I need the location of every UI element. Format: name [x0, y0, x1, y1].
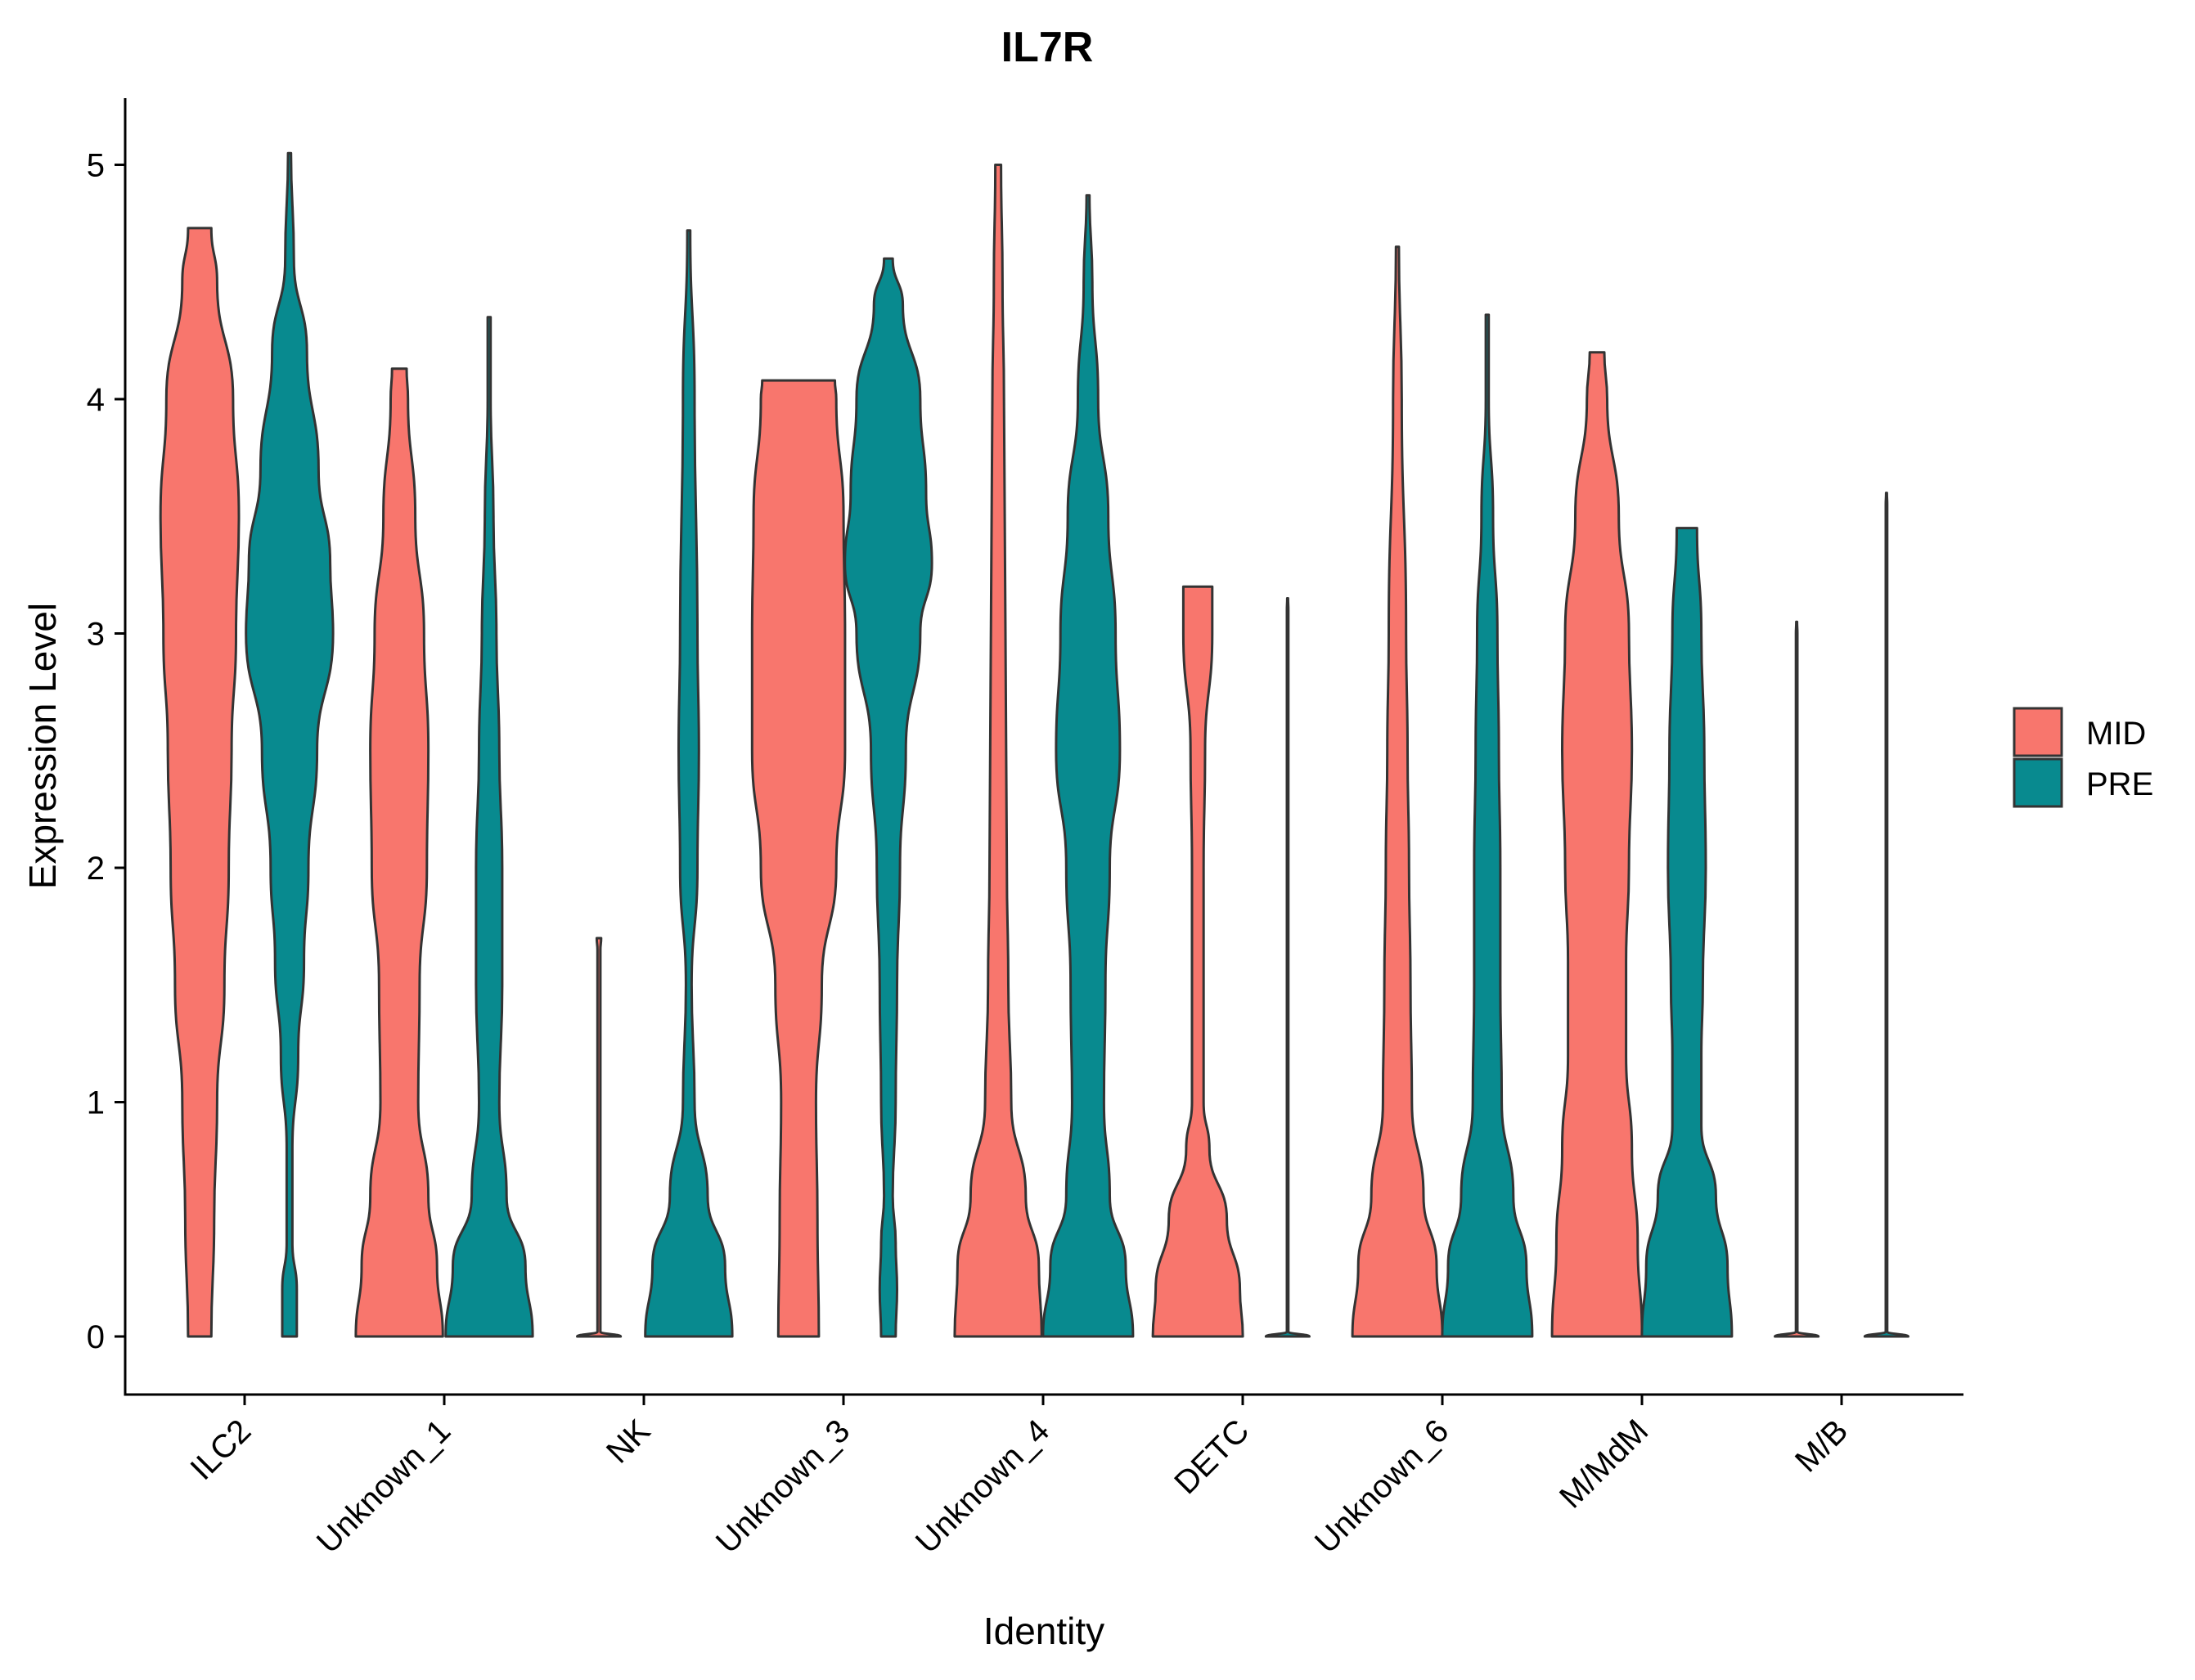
x-tick-label: Unknown_3	[709, 1413, 857, 1560]
violin-mid-unknown-4	[953, 164, 1043, 1338]
violin-mid-unknown-3	[750, 379, 847, 1338]
violin-pre-m-b	[1863, 492, 1909, 1338]
x-tick-label: Unknown_4	[909, 1413, 1056, 1560]
x-tick-label: DETC	[1167, 1413, 1256, 1501]
violin-mid-detc	[1151, 585, 1244, 1338]
x-axis-title: Identity	[983, 1610, 1104, 1652]
violin-pre-unknown-3	[843, 257, 933, 1338]
x-tick-label: Unknown_6	[1308, 1413, 1455, 1560]
y-tick-label: 5	[87, 148, 105, 184]
y-tick-label: 4	[87, 382, 105, 418]
x-axis-ticks: ILC2 Unknown_1 NK Unknown_3 Unknown_4 DETC Unk…	[184, 1395, 1855, 1561]
x-tick-label: ILC2	[184, 1413, 259, 1487]
x-tick-label: M/MdM	[1553, 1413, 1655, 1515]
violin-pre-ilc2	[245, 151, 335, 1338]
violin-mid-nk	[576, 937, 623, 1338]
chart-title: IL7R	[1001, 24, 1094, 71]
y-tick-label: 3	[87, 617, 105, 653]
x-tick-label: M/B	[1788, 1413, 1855, 1479]
legend-swatch-pre	[2013, 757, 2063, 808]
y-tick-label: 0	[87, 1319, 105, 1355]
y-axis-title: Expression Level	[21, 603, 64, 889]
x-tick-label: Unknown_1	[310, 1413, 457, 1560]
violin-mid-unknown-6	[1351, 245, 1444, 1338]
x-tick-label: NK	[600, 1413, 658, 1471]
violin-pre-detc	[1264, 597, 1311, 1338]
legend: MID PRE	[2013, 707, 2153, 808]
legend-label-mid: MID	[2086, 716, 2146, 752]
violin-pre-nk	[644, 229, 734, 1338]
violin-pre-unknown-4	[1041, 194, 1135, 1338]
y-tick-label: 1	[87, 1085, 105, 1121]
violins-layer	[159, 151, 1909, 1338]
violin-pre-unknown-6	[1441, 313, 1534, 1338]
violin-pre-unknown-1	[444, 316, 534, 1338]
violin-pre-m-mdm	[1640, 527, 1734, 1338]
violin-mid-unknown-1	[354, 367, 444, 1338]
violin-mid-m-mdm	[1550, 351, 1644, 1338]
y-tick-label: 2	[87, 851, 105, 887]
violin-mid-ilc2	[159, 227, 241, 1338]
legend-label-pre: PRE	[2086, 766, 2153, 802]
violin-mid-m-b	[1774, 620, 1820, 1338]
legend-swatch-mid	[2013, 707, 2063, 757]
y-axis-ticks: 0 1 2 3 4 5	[87, 148, 125, 1355]
